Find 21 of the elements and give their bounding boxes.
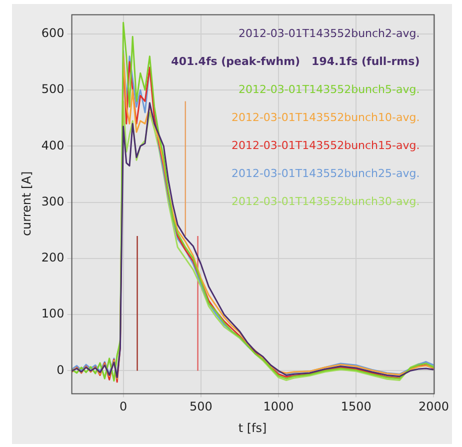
x-tick-label: 500 <box>189 400 212 414</box>
y-tick-label: 300 <box>41 194 64 208</box>
y-tick-label: 500 <box>41 82 64 96</box>
x-tick-label: 2000 <box>418 400 450 414</box>
text: 2012-03-01T143552bunch5-avg. <box>238 83 420 96</box>
y-tick-label: 0 <box>56 362 64 377</box>
y-tick-label: 400 <box>41 138 64 152</box>
y-tick-label: 100 <box>41 306 64 321</box>
y-axis-title: current [A] <box>19 171 34 236</box>
annotation: 401.4fs (peak-fwhm) 194.1fs (full-rms) <box>171 55 420 68</box>
y-tick-label: 200 <box>41 250 64 265</box>
x-axis-title: t [fs] <box>238 420 267 435</box>
x-tick-label: 1000 <box>263 400 294 414</box>
x-tick-label: 1500 <box>340 400 372 414</box>
y-tick-label: 600 <box>41 26 64 40</box>
text: 2012-03-01T143552bunch10-avg. <box>231 111 420 124</box>
text: 2012-03-01T143552bunch2-avg. <box>238 27 420 40</box>
text: 2012-03-01T143552bunch25-avg. <box>231 167 420 180</box>
x-tick-label: 0 <box>119 400 128 414</box>
text: 2012-03-01T143552bunch30-avg. <box>231 195 420 208</box>
text: 2012-03-01T143552bunch15-avg. <box>231 139 420 152</box>
